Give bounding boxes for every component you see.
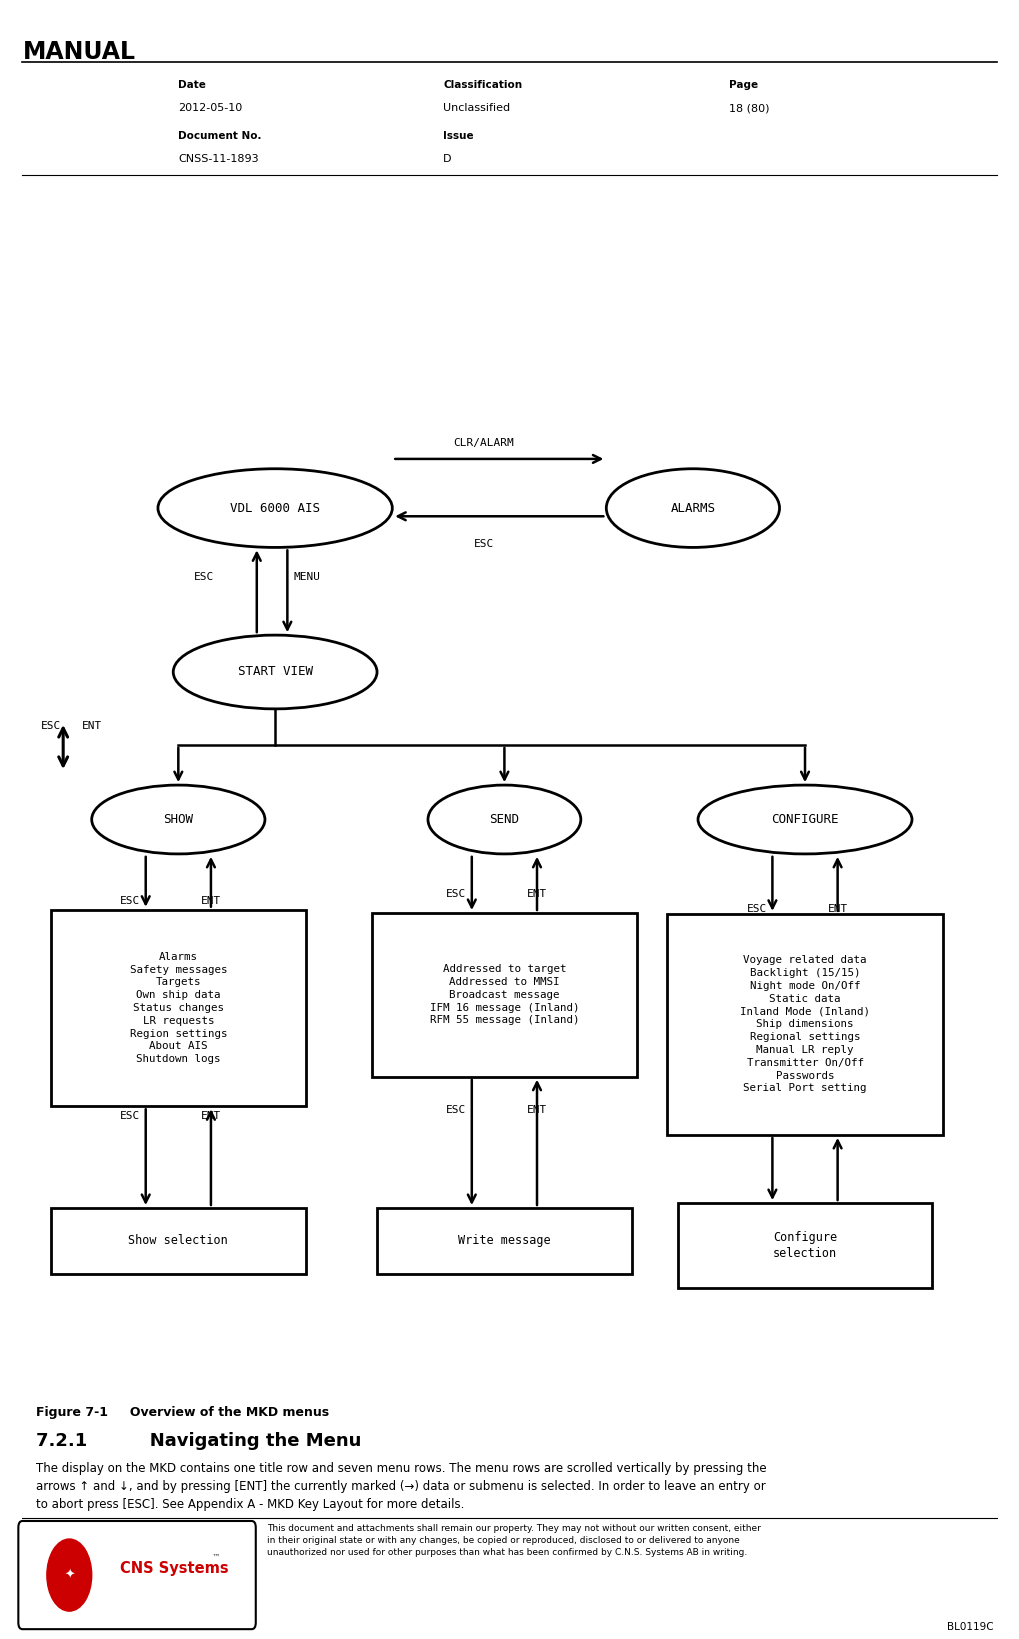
Text: ™: ™ xyxy=(212,1552,220,1562)
Text: Date: Date xyxy=(178,80,206,90)
Text: Configure
selection: Configure selection xyxy=(773,1231,837,1260)
Text: CNS Systems: CNS Systems xyxy=(120,1560,229,1577)
Text: Voyage related data
Backlight (15/15)
Night mode On/Off
Static data
Inland Mode : Voyage related data Backlight (15/15) Ni… xyxy=(740,956,870,1093)
Text: MANUAL: MANUAL xyxy=(22,39,136,64)
Bar xyxy=(377,1208,632,1274)
Text: CLR/ALARM: CLR/ALARM xyxy=(453,438,515,447)
Text: ESC: ESC xyxy=(747,1121,767,1133)
Text: ENT: ENT xyxy=(201,1111,221,1121)
Text: ENT: ENT xyxy=(82,721,102,731)
Text: ESC: ESC xyxy=(194,572,214,582)
Text: SEND: SEND xyxy=(489,813,520,826)
Text: 2012-05-10: 2012-05-10 xyxy=(178,103,243,113)
Ellipse shape xyxy=(428,785,581,854)
Text: ENT: ENT xyxy=(827,1121,848,1133)
Text: Classification: Classification xyxy=(443,80,523,90)
Circle shape xyxy=(47,1539,92,1611)
Ellipse shape xyxy=(698,785,912,854)
Text: CNSS-11-1893: CNSS-11-1893 xyxy=(178,154,259,164)
Text: ENT: ENT xyxy=(201,895,221,906)
Ellipse shape xyxy=(173,634,377,710)
Text: Alarms
Safety messages
Targets
Own ship data
Status changes
LR requests
Region s: Alarms Safety messages Targets Own ship … xyxy=(129,952,227,1064)
Text: ENT: ENT xyxy=(527,1105,547,1115)
Text: ✦: ✦ xyxy=(64,1569,74,1582)
Ellipse shape xyxy=(158,469,392,547)
Text: ENT: ENT xyxy=(827,903,848,915)
Text: ENT: ENT xyxy=(527,888,547,900)
Text: CONFIGURE: CONFIGURE xyxy=(771,813,839,826)
Bar xyxy=(51,910,306,1106)
Text: 18 (80): 18 (80) xyxy=(729,103,769,113)
Bar xyxy=(372,913,637,1077)
Text: VDL 6000 AIS: VDL 6000 AIS xyxy=(230,502,320,515)
Text: ESC: ESC xyxy=(446,1105,467,1115)
Text: The display on the MKD contains one title row and seven menu rows. The menu rows: The display on the MKD contains one titl… xyxy=(36,1462,766,1511)
Text: Write message: Write message xyxy=(459,1234,550,1247)
Text: SHOW: SHOW xyxy=(163,813,194,826)
Text: MENU: MENU xyxy=(293,572,320,582)
Ellipse shape xyxy=(92,785,265,854)
Text: Figure 7-1     Overview of the MKD menus: Figure 7-1 Overview of the MKD menus xyxy=(36,1406,329,1419)
Text: Page: Page xyxy=(729,80,758,90)
Text: BL0119C: BL0119C xyxy=(947,1623,994,1632)
Text: ESC: ESC xyxy=(120,1111,141,1121)
Text: START VIEW: START VIEW xyxy=(237,665,313,679)
Text: Document No.: Document No. xyxy=(178,131,262,141)
Text: Addressed to target
Addressed to MMSI
Broadcast message
IFM 16 message (Inland)
: Addressed to target Addressed to MMSI Br… xyxy=(430,964,579,1026)
FancyBboxPatch shape xyxy=(18,1521,256,1629)
Text: Issue: Issue xyxy=(443,131,474,141)
Text: ALARMS: ALARMS xyxy=(671,502,715,515)
Ellipse shape xyxy=(606,469,780,547)
Text: ESC: ESC xyxy=(446,888,467,900)
Text: D: D xyxy=(443,154,451,164)
Text: ESC: ESC xyxy=(41,721,61,731)
Text: 7.2.1          Navigating the Menu: 7.2.1 Navigating the Menu xyxy=(36,1432,361,1451)
Text: This document and attachments shall remain our property. They may not without ou: This document and attachments shall rema… xyxy=(267,1524,761,1557)
Bar xyxy=(51,1208,306,1274)
Bar xyxy=(667,915,943,1134)
Text: ESC: ESC xyxy=(474,539,494,549)
Bar xyxy=(678,1203,932,1288)
Text: Unclassified: Unclassified xyxy=(443,103,511,113)
Text: ESC: ESC xyxy=(747,903,767,915)
Text: ESC: ESC xyxy=(120,895,141,906)
Text: Show selection: Show selection xyxy=(128,1234,228,1247)
